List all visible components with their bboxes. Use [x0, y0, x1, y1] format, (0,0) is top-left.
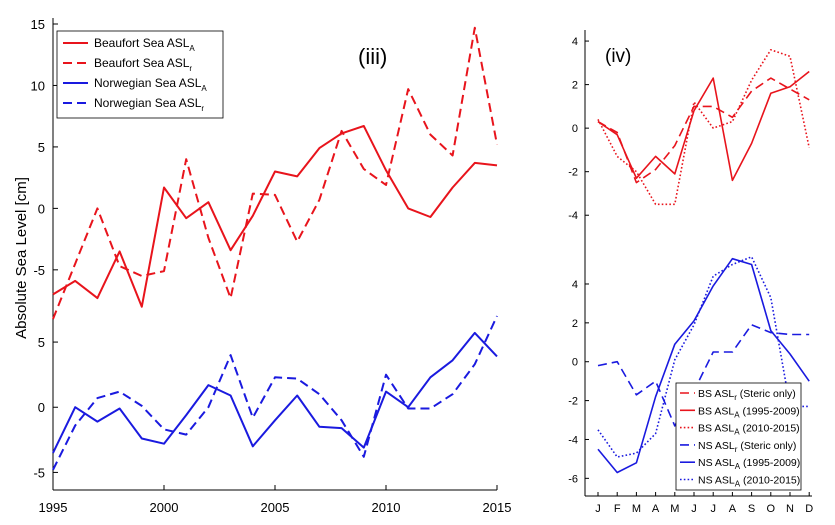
- legend-label-name: BS ASL: [698, 388, 734, 400]
- panel-label-iii: (iii): [358, 44, 387, 69]
- y-tick-label-iii: -5: [33, 263, 45, 278]
- legend-label-name: BS ASL: [698, 423, 734, 435]
- legend-label-sub: A: [734, 410, 740, 419]
- panel-label-iv: (iv): [605, 46, 631, 67]
- legend-label-iii: Norwegian Sea ASLA: [94, 76, 207, 93]
- series-line-lower-1: [52, 315, 498, 471]
- legend-label-sub: r: [734, 393, 737, 402]
- x-tick-label-iii: 2005: [261, 500, 290, 515]
- legend-label-sub: A: [734, 428, 740, 437]
- y-tick-label-iii: 0: [38, 400, 45, 415]
- legend-label-sub: A: [189, 44, 195, 53]
- legend-label-iv: BS ASLA (2010-2015): [698, 423, 800, 437]
- y-tick-label-iv: 2: [572, 318, 578, 330]
- legend-label-sub: A: [735, 480, 741, 489]
- x-tick-label-iv: N: [786, 503, 794, 515]
- legend-label-iii: Norwegian Sea ASLr: [94, 96, 204, 113]
- x-tick-label-iv: J: [691, 503, 697, 515]
- legend-label-name: Norwegian Sea ASL: [94, 96, 202, 110]
- y-tick-label-iv: 4: [572, 279, 578, 291]
- y-axis-label: Absolute Sea Level [cm]: [13, 177, 30, 339]
- legend-label-name: Beaufort Sea ASL: [94, 36, 190, 50]
- legend-label-iv: NS ASLr (Steric only): [698, 440, 796, 454]
- x-tick-label-iii: 2010: [372, 500, 401, 515]
- x-tick-label-iv: A: [652, 503, 660, 515]
- legend-label-iii: Beaufort Sea ASLA: [94, 36, 195, 53]
- x-tick-label-iv: D: [805, 503, 813, 515]
- y-tick-label-iv: -2: [568, 167, 578, 179]
- series-line-upper-1: [52, 26, 498, 320]
- series-line-top-0: [597, 77, 810, 184]
- y-tick-label-iv: -2: [568, 396, 578, 408]
- legend-label-iv: BS ASLr (Steric only): [698, 388, 796, 402]
- legend-label-iv: NS ASLA (2010-2015): [698, 475, 800, 489]
- legend-label-name: Norwegian Sea ASL: [94, 76, 202, 90]
- legend-label-suffix: (Steric only): [737, 388, 796, 400]
- legend-label-name: Beaufort Sea ASL: [94, 56, 190, 70]
- panel-iii: 1995 2000 2005 2010 2015151050-550-5Absolute…: [13, 17, 511, 515]
- x-tick-label-iv: M: [632, 503, 641, 515]
- legend-iv: BS ASLr (Steric only)BS ASLA (1995-2009)…: [675, 382, 802, 491]
- legend-label-sub: r: [201, 104, 204, 113]
- x-tick-label-iii: 2000: [150, 500, 179, 515]
- y-tick-label-iii: 0: [38, 201, 45, 216]
- legend-label-suffix: (1995-2009): [740, 405, 800, 417]
- x-tick-label-iv: J: [595, 503, 601, 515]
- y-tick-label-iv: -4: [568, 210, 578, 222]
- y-tick-label-iv: 2: [572, 80, 578, 92]
- series-line-lower-0: [52, 331, 498, 454]
- legend-label-sub: A: [201, 84, 207, 93]
- x-tick-label-iv: M: [670, 503, 679, 515]
- x-tick-label-iii: 2015: [483, 500, 512, 515]
- y-tick-label-iv: 0: [572, 357, 578, 369]
- series-line-upper-0: [52, 125, 498, 308]
- series-line-bottom-2: [597, 255, 810, 458]
- y-tick-label-iii: -5: [33, 465, 45, 480]
- x-tick-label-iv: F: [614, 503, 621, 515]
- x-tick-label-iv: A: [729, 503, 737, 515]
- x-tick-label-iii: 1995: [39, 500, 68, 515]
- legend-box-iv: [675, 382, 802, 491]
- y-tick-label-iii: 5: [38, 335, 45, 350]
- y-tick-label-iv: 4: [572, 36, 578, 48]
- legend-label-suffix: (1995-2009): [740, 457, 800, 469]
- y-tick-label-iii: 5: [38, 140, 45, 155]
- y-tick-label-iv: 0: [572, 123, 578, 135]
- legend-label-iv: NS ASLA (1995-2009): [698, 457, 800, 471]
- y-tick-label-iv: -6: [568, 473, 578, 485]
- y-tick-label-iii: 15: [31, 17, 45, 32]
- legend-label-suffix: (2010-2015): [740, 475, 800, 487]
- legend-label-iv: BS ASLA (1995-2009): [698, 405, 800, 419]
- legend-label-sub: A: [735, 462, 741, 471]
- legend-label-name: NS ASL: [698, 440, 735, 452]
- legend-label-name: BS ASL: [698, 405, 734, 417]
- legend-label-name: NS ASL: [698, 475, 735, 487]
- y-tick-label-iii: 10: [31, 78, 45, 93]
- y-tick-label-iv: -4: [568, 434, 578, 446]
- series-line-top-2: [597, 48, 810, 206]
- series-line-bottom-1: [597, 257, 810, 474]
- legend-label-sub: r: [735, 445, 738, 454]
- legend-label-suffix: (Steric only): [737, 440, 796, 452]
- x-tick-label-iv: S: [748, 503, 755, 515]
- legend-label-sub: r: [189, 64, 192, 73]
- legend-label-iii: Beaufort Sea ASLr: [94, 56, 192, 73]
- x-tick-label-iv: O: [767, 503, 776, 515]
- legend-label-suffix: (2010-2015): [740, 423, 800, 435]
- x-tick-label-iv: J: [710, 503, 716, 515]
- series-line-top-1: [597, 70, 810, 182]
- legend-label-name: NS ASL: [698, 457, 735, 469]
